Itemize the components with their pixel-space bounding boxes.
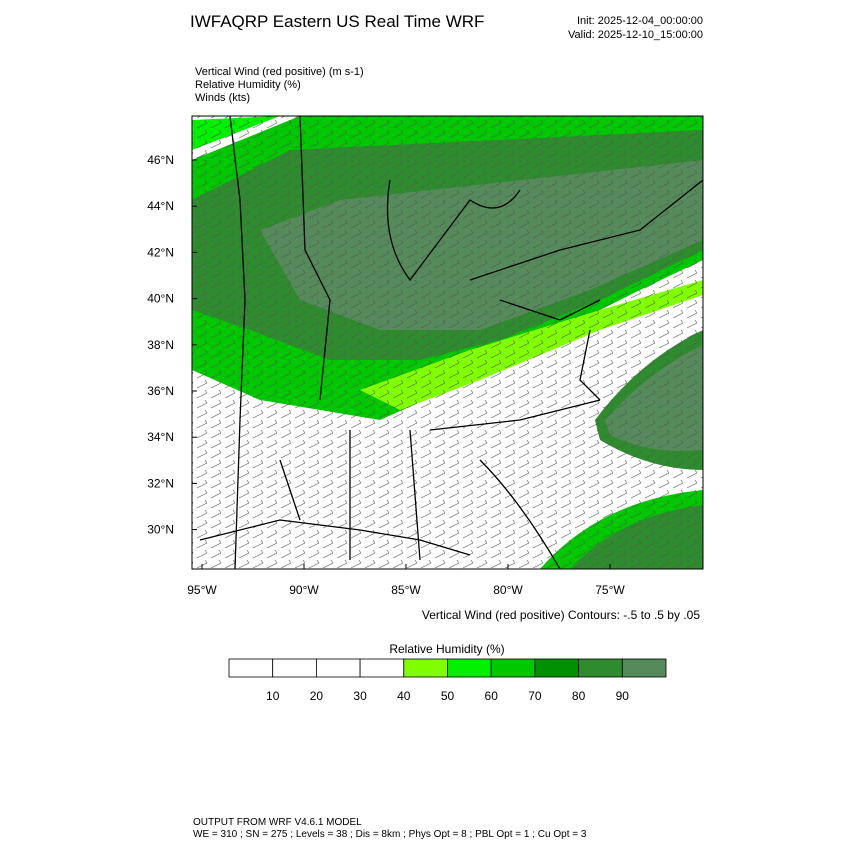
lon-label: 85°W <box>391 583 421 597</box>
lat-label: 42°N <box>147 245 174 259</box>
colorbar-label: 10 <box>266 689 280 703</box>
init-time: Init: 2025-12-04_00:00:00 <box>577 15 703 27</box>
field-list: Vertical Wind (red positive) (m s-1)Rela… <box>195 66 364 104</box>
colorbar-box <box>315 658 361 678</box>
footer-line: OUTPUT FROM WRF V4.6.1 MODEL <box>193 817 362 828</box>
colorbar-label: 30 <box>353 689 367 703</box>
colorbar-box <box>403 658 448 678</box>
lon-label: 80°W <box>493 583 523 597</box>
colorbar-label: 70 <box>528 689 542 703</box>
lat-label: 46°N <box>147 153 174 167</box>
colorbar-label: 90 <box>616 689 630 703</box>
lon-label: 90°W <box>289 583 319 597</box>
colorbar-box <box>447 658 492 678</box>
lat-label: 38°N <box>147 338 174 352</box>
colorbar: 10 20 30 40 50 60 70 80 90 <box>228 658 667 703</box>
lon-label: 95°W <box>187 583 217 597</box>
title: IWFAQRP Eastern US Real Time WRF <box>190 12 484 31</box>
lat-label: 44°N <box>147 199 174 213</box>
colorbar-label: 50 <box>441 689 455 703</box>
colorbar-box <box>490 658 536 678</box>
colorbar-box <box>228 658 274 678</box>
colorbar-box <box>534 658 580 678</box>
lat-label: 32°N <box>147 476 174 490</box>
colorbar-box <box>621 658 667 678</box>
lat-label: 30°N <box>147 523 174 537</box>
field-name: Vertical Wind (red positive) (m s-1) <box>195 66 364 78</box>
lat-labels: 46°N 44°N 42°N 40°N 38°N 36°N 34°N 32°N 30°N <box>147 153 197 537</box>
colorbar-label: 20 <box>310 689 324 703</box>
valid-time: Valid: 2025-12-10_15:00:00 <box>568 29 703 41</box>
colorbar-box <box>578 658 623 678</box>
colorbar-box <box>359 658 405 678</box>
lon-label: 75°W <box>595 583 625 597</box>
colorbar-box <box>272 658 317 678</box>
field-name: Relative Humidity (%) <box>195 79 301 91</box>
colorbar-label: 80 <box>572 689 586 703</box>
lat-label: 34°N <box>147 430 174 444</box>
colorbar-label: 60 <box>485 689 499 703</box>
footer-line: WE = 310 ; SN = 275 ; Levels = 38 ; Dis … <box>193 829 587 840</box>
map-frame <box>191 115 704 570</box>
colorbar-label: 40 <box>397 689 411 703</box>
contour-note: Vertical Wind (red positive) Contours: -… <box>422 608 700 622</box>
map <box>192 116 703 569</box>
field-name: Winds (kts) <box>195 92 250 104</box>
lat-label: 40°N <box>147 292 174 306</box>
lat-label: 36°N <box>147 384 174 398</box>
colorbar-title: Relative Humidity (%) <box>389 642 504 656</box>
lon-labels: 95°W 90°W 85°W 80°W 75°W <box>187 564 625 597</box>
